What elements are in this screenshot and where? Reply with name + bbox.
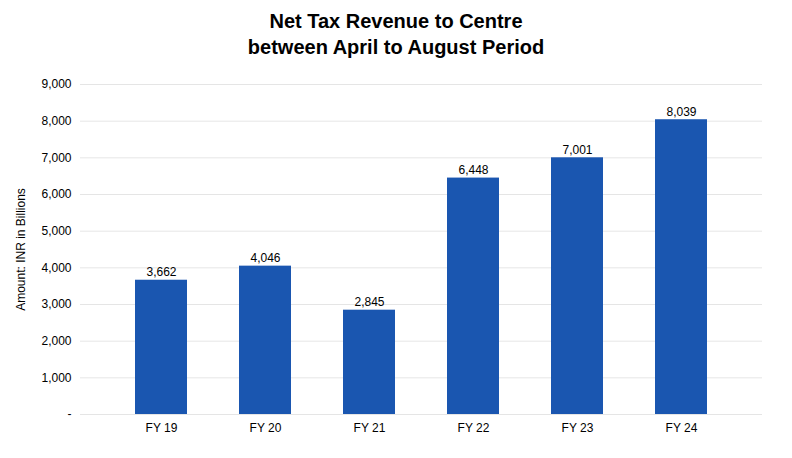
svg-text:FY 21: FY 21 [354, 421, 386, 435]
svg-text:4,046: 4,046 [250, 251, 280, 265]
svg-text:5,000: 5,000 [41, 224, 71, 238]
svg-text:8,039: 8,039 [666, 105, 696, 119]
svg-text:FY 19: FY 19 [146, 421, 178, 435]
svg-text:FY 22: FY 22 [458, 421, 490, 435]
svg-text:4,000: 4,000 [41, 261, 71, 275]
svg-text:3,662: 3,662 [146, 265, 176, 279]
svg-text:3,000: 3,000 [41, 297, 71, 311]
svg-text:2,000: 2,000 [41, 334, 71, 348]
html-text:between April to August Period: between April to August Period [247, 36, 545, 58]
svg-text:FY 20: FY 20 [250, 421, 282, 435]
svg-text:8,000: 8,000 [41, 114, 71, 128]
svg-text:1,000: 1,000 [41, 371, 71, 385]
svg-text:FY 23: FY 23 [562, 421, 594, 435]
svg-text:7,001: 7,001 [562, 143, 592, 157]
svg-text:FY 24: FY 24 [666, 421, 698, 435]
svg-text:9,000: 9,000 [41, 77, 71, 91]
html-text:Net Tax Revenue to Centre: Net Tax Revenue to Centre [269, 10, 523, 32]
svg-text:6,448: 6,448 [458, 163, 488, 177]
svg-text:6,000: 6,000 [41, 187, 71, 201]
svg-text:Amount: INR in Billions: Amount: INR in Billions [14, 188, 28, 311]
svg-text:7,000: 7,000 [41, 151, 71, 165]
svg-text:-: - [68, 407, 72, 421]
svg-text:2,845: 2,845 [354, 295, 384, 309]
